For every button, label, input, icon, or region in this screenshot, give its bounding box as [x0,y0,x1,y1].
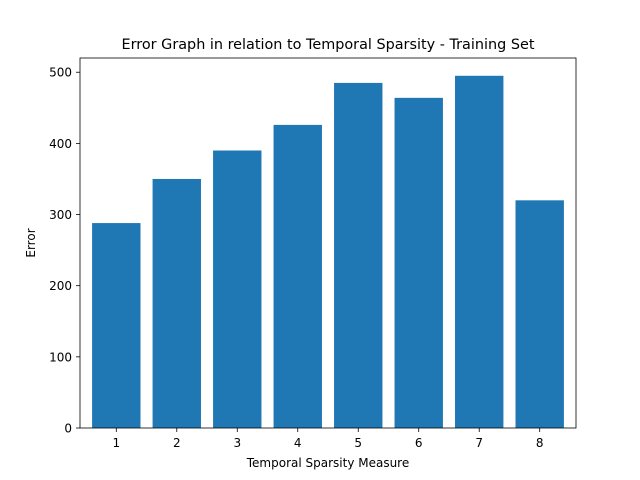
bar-5 [334,82,383,429]
y-tick-label-200: 200 [49,279,72,293]
bar-1 [92,223,141,428]
bar-2 [152,178,201,428]
y-tick-label-400: 400 [49,137,72,151]
y-axis-ticks: 0 100 200 300 400 500 [49,66,80,436]
bars-layer [92,75,564,429]
bar-8 [515,200,564,428]
bar-3 [213,150,262,428]
x-axis-ticks: 1 2 3 4 5 6 7 8 [112,428,544,450]
x-tick-label-1: 1 [112,436,120,450]
y-tick-label-300: 300 [49,208,72,222]
chart-title: Error Graph in relation to Temporal Spar… [122,37,535,53]
y-tick-label-0: 0 [64,422,72,436]
bar-7 [455,75,504,429]
bar-4 [273,124,322,428]
x-tick-label-7: 7 [475,436,483,450]
x-tick-label-3: 3 [233,436,241,450]
y-axis-label: Error [24,228,38,257]
y-tick-label-100: 100 [49,350,72,364]
x-tick-label-8: 8 [536,436,544,450]
x-tick-label-5: 5 [354,436,362,450]
x-tick-label-4: 4 [294,436,302,450]
x-tick-label-6: 6 [415,436,423,450]
plot-area-frame [79,57,577,429]
y-tick-label-500: 500 [49,66,72,80]
x-axis-label: Temporal Sparsity Measure [246,456,410,470]
bar-6 [394,97,443,428]
x-tick-label-2: 2 [173,436,181,450]
